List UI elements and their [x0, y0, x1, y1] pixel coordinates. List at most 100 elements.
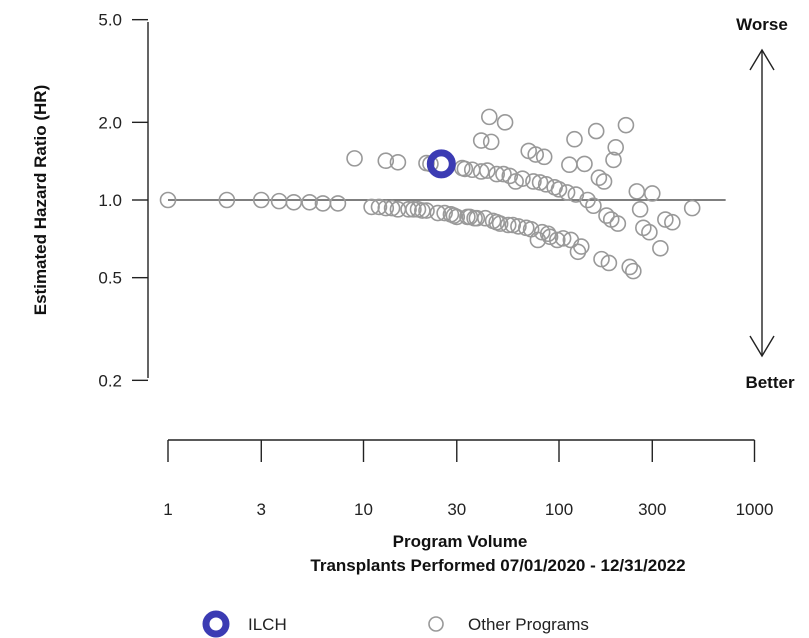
- other-program-point: [548, 231, 566, 249]
- other-program-point: [664, 213, 681, 231]
- other-program-point: [495, 165, 512, 183]
- other-program-point: [641, 223, 658, 241]
- other-program-point: [252, 191, 270, 209]
- x-tick-label: 300: [638, 500, 666, 519]
- direction-annotation: Worse Better: [736, 15, 795, 392]
- other-program-point: [541, 228, 559, 246]
- x-tick-label: 100: [545, 500, 573, 519]
- other-program-point: [550, 181, 568, 198]
- other-program-point: [527, 146, 544, 163]
- x-tick-label: 1: [163, 500, 172, 519]
- other-program-point: [539, 225, 557, 243]
- other-program-point: [657, 211, 674, 228]
- other-program-point: [621, 258, 639, 276]
- legend-other-label: Other Programs: [468, 615, 589, 634]
- other-program-point: [609, 215, 627, 232]
- other-program-point: [652, 239, 669, 257]
- other-program-point: [576, 155, 593, 173]
- other-program-point: [572, 238, 590, 255]
- x-tick-label: 3: [257, 500, 266, 519]
- y-ticks: 5.0 2.0 1.0 0.5 0.2: [98, 11, 148, 390]
- y-tick-label: 5.0: [98, 11, 122, 30]
- other-program-point: [510, 218, 527, 235]
- other-program-point: [479, 162, 496, 179]
- other-program-point: [436, 204, 453, 222]
- other-program-point: [501, 167, 519, 185]
- other-program-point: [590, 169, 608, 187]
- other-program-point: [468, 209, 486, 227]
- other-program-point: [429, 204, 447, 222]
- other-program-point: [558, 184, 576, 201]
- other-program-point: [400, 201, 417, 218]
- other-program-point: [370, 198, 388, 216]
- other-program-point: [595, 173, 613, 190]
- other-program-point: [218, 191, 236, 209]
- better-label: Better: [745, 373, 795, 392]
- arrow-down-icon: [749, 335, 775, 358]
- other-program-point: [491, 215, 509, 232]
- other-program-point: [514, 170, 531, 187]
- legend-ilch-marker: [202, 610, 230, 638]
- other-program-point: [472, 163, 490, 180]
- other-program-point: [329, 195, 347, 212]
- legend-ilch-label: ILCH: [248, 615, 287, 634]
- other-program-point: [535, 148, 553, 166]
- other-program-point: [482, 133, 500, 151]
- y-tick-label: 0.5: [98, 269, 122, 288]
- other-program-point: [480, 108, 498, 126]
- other-program-point: [496, 114, 514, 131]
- x-ticks: 1 3 10 30 100 300 1000: [163, 440, 773, 519]
- x-axis-label: Program Volume: [393, 532, 528, 551]
- other-program-point: [414, 202, 431, 219]
- other-program-point: [383, 199, 401, 217]
- other-program-point: [377, 152, 395, 170]
- other-program-point: [598, 207, 615, 224]
- other-program-point: [566, 130, 583, 148]
- other-program-point: [579, 191, 596, 209]
- y-axis-label: Estimated Hazard Ratio (HR): [31, 85, 50, 315]
- x-axis-sublabel: Transplants Performed 07/01/2020 - 12/31…: [310, 556, 685, 575]
- other-program-point: [448, 208, 466, 226]
- other-program-point: [504, 216, 522, 234]
- ilch-points: [426, 149, 456, 179]
- other-program-point: [628, 183, 646, 200]
- x-tick-label: 10: [354, 500, 373, 519]
- x-axis: 1 3 10 30 100 300 1000 Program Volume Transpla…: [163, 439, 773, 575]
- other-program-point: [585, 197, 602, 215]
- other-program-point: [525, 173, 542, 190]
- other-program-point: [346, 150, 363, 167]
- y-tick-label: 2.0: [98, 113, 122, 132]
- legend: ILCH Other Programs: [202, 610, 589, 638]
- other-program-point: [472, 132, 490, 149]
- other-program-point: [625, 262, 642, 280]
- other-program-point: [270, 192, 288, 210]
- other-program-point: [607, 139, 625, 156]
- legend-other-marker: [428, 616, 444, 632]
- other-program-point: [600, 254, 618, 272]
- other-program-point: [477, 209, 494, 227]
- x-tick-label: 1000: [736, 500, 774, 519]
- other-program-point: [488, 165, 505, 183]
- other-program-point: [499, 216, 517, 234]
- other-program-point: [418, 202, 435, 219]
- other-program-point: [554, 230, 572, 247]
- y-axis: 5.0 2.0 1.0 0.5 0.2 Estimated Hazard Ratio (…: [31, 11, 149, 390]
- other-program-point: [587, 122, 605, 140]
- other-program-point: [377, 199, 395, 217]
- other-program-point: [617, 116, 635, 134]
- other-program-point: [643, 185, 661, 202]
- other-program-point: [285, 193, 303, 211]
- worse-label: Worse: [736, 15, 788, 34]
- ilch-point: [426, 149, 456, 179]
- other-program-point: [683, 199, 701, 217]
- y-tick-label: 1.0: [98, 191, 122, 210]
- other-program-point: [533, 223, 551, 241]
- other-program-point: [301, 193, 318, 211]
- other-program-point: [159, 191, 177, 209]
- other-programs-points: [159, 108, 701, 280]
- other-program-point: [605, 151, 622, 169]
- arrow-up-icon: [749, 48, 775, 71]
- other-program-point: [631, 201, 649, 218]
- other-program-point: [405, 201, 422, 218]
